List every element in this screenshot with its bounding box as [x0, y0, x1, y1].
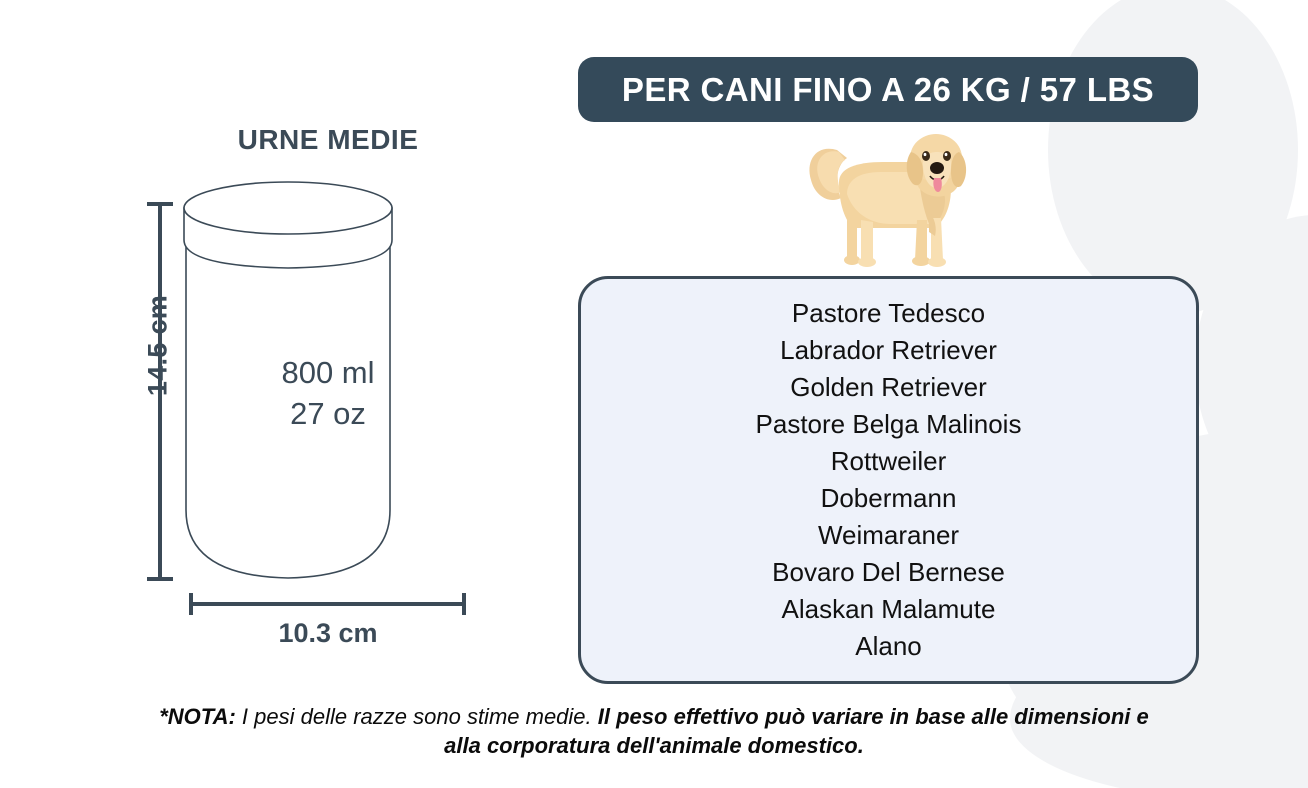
breed-item: Pastore Belga Malinois — [755, 409, 1022, 440]
dog-svg — [809, 134, 967, 267]
urn-body — [185, 235, 391, 579]
urn-volume-ml: 800 ml — [281, 355, 375, 390]
urn-diagram-svg — [147, 181, 466, 615]
breed-item: Rottweiler — [830, 446, 947, 477]
footnote-bold: Il peso effettivo può variare in base al… — [444, 704, 1149, 759]
height-dimension-line — [147, 202, 173, 581]
breed-item: Golden Retriever — [790, 372, 987, 403]
weight-banner: PER CANI FINO A 26 KG / 57 LBS — [578, 57, 1198, 122]
urn-width-label: 10.3 cm — [278, 618, 378, 648]
breed-item: Labrador Retriever — [780, 335, 997, 366]
urn-lid-top — [183, 181, 393, 235]
breed-list-box: Pastore Tedesco Labrador Retriever Golde… — [578, 276, 1199, 684]
urn-height-label: 14.5 cm — [142, 294, 173, 397]
golden-retriever-icon — [795, 108, 985, 273]
urn-volume-oz: 27 oz — [290, 396, 366, 432]
weight-banner-label: PER CANI FINO A 26 KG / 57 LBS — [621, 70, 1155, 108]
paw-blob-right — [1195, 215, 1308, 515]
footnote-regular: I pesi delle razze sono stime medie. — [241, 704, 592, 729]
breed-item: Dobermann — [820, 483, 957, 513]
urn-illustration-group — [0, 0, 560, 680]
breed-item: Alano — [855, 630, 922, 661]
breed-item: Alaskan Malamute — [781, 593, 996, 624]
breed-item: Pastore Tedesco — [791, 298, 986, 329]
width-dimension-line — [189, 593, 466, 615]
urn-title: URNE MEDIE — [237, 124, 419, 155]
breed-item: Weimaraner — [817, 519, 960, 550]
breed-item: Bovaro Del Bernese — [772, 556, 1005, 587]
paw-blob-top-right — [1048, 0, 1298, 315]
footnote-lead: *NOTA: — [159, 704, 236, 729]
footnote: *NOTA: I pesi delle razze sono stime med… — [154, 702, 1154, 761]
urn-volume-labels: 800 ml 27 oz — [190, 352, 466, 434]
